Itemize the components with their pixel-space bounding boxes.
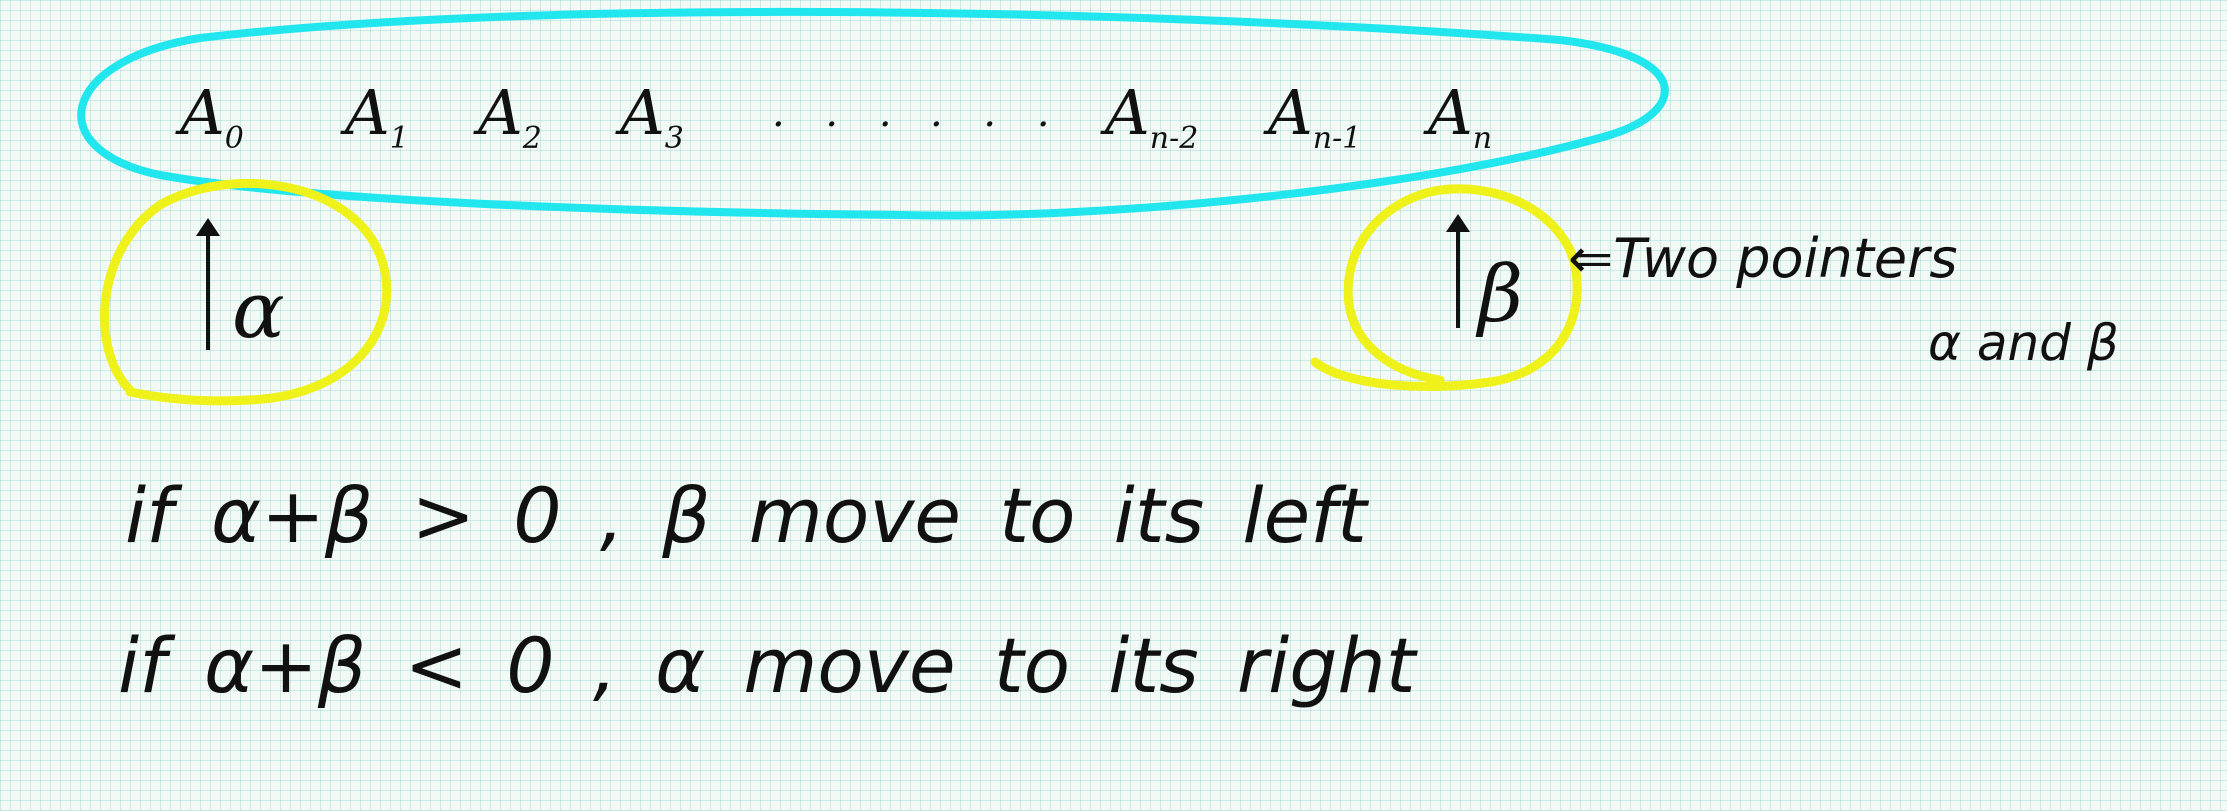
alpha-highlight-circle xyxy=(100,178,392,406)
array-element-an-base: A xyxy=(1428,76,1473,149)
array-element-an: An xyxy=(1428,82,1492,154)
array-element-an-index: n xyxy=(1472,121,1493,156)
array-element-a1: A1 xyxy=(345,82,409,154)
array-element-a2: A2 xyxy=(478,82,542,154)
array-element-a1-base: A xyxy=(345,76,390,149)
array-element-a2-index: 2 xyxy=(522,121,542,156)
array-element-a0: A0 xyxy=(180,82,244,154)
array-element-a0-index: 0 xyxy=(224,121,244,156)
pointers-annotation-line2: α and β xyxy=(1928,314,2119,372)
beta-highlight-circle xyxy=(1310,184,1582,391)
array-element-a3: A3 xyxy=(620,82,684,154)
array-element-a3-base: A xyxy=(620,76,665,149)
array-element-an-1-base: A xyxy=(1268,76,1313,149)
beta-pointer-label: β xyxy=(1478,250,1524,340)
rule-sum-positive: if α+β > 0 , β move to its left xyxy=(125,471,1367,560)
array-element-a3-index: 3 xyxy=(664,121,684,156)
array-element-a1-index: 1 xyxy=(389,121,409,156)
array-element-an-1: An-1 xyxy=(1268,82,1361,154)
pointers-annotation-line1: ⇐Two pointers xyxy=(1568,227,1958,290)
array-element-an-2: An-2 xyxy=(1105,82,1198,154)
rule-sum-negative: if α+β < 0 , α move to its right xyxy=(118,621,1416,710)
alpha-pointer-arrow-icon xyxy=(196,218,220,350)
array-ellipsis-1: · · · xyxy=(772,102,906,148)
array-element-an-2-base: A xyxy=(1105,76,1150,149)
array-element-a2-base: A xyxy=(478,76,523,149)
array-highlight-loop xyxy=(77,7,1669,220)
beta-pointer-arrow-icon xyxy=(1446,214,1470,328)
array-element-an-1-index: n-1 xyxy=(1312,121,1362,156)
array-element-an-2-index: n-2 xyxy=(1149,121,1199,156)
alpha-pointer-label: α xyxy=(232,266,285,356)
array-ellipsis-2: · · · xyxy=(930,102,1064,148)
array-element-a0-base: A xyxy=(180,76,225,149)
